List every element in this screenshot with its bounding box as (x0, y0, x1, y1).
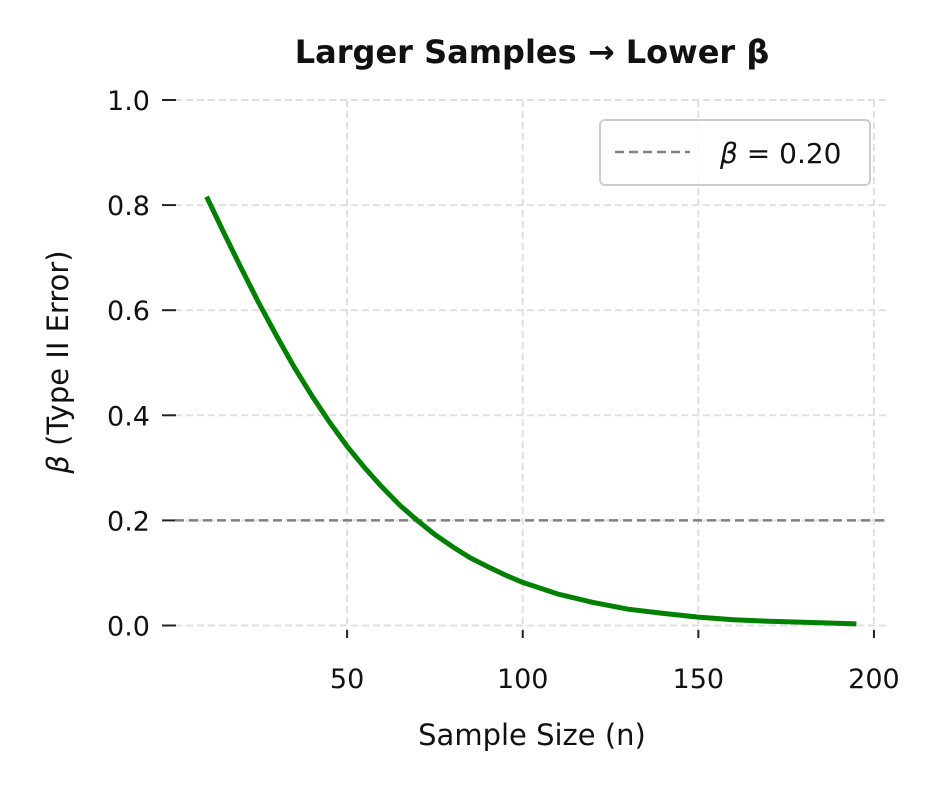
y-tick-label: 0.8 (107, 191, 150, 222)
legend-box (599, 119, 871, 186)
y-axis-label-symbol: β (41, 455, 75, 475)
legend-label-text: = 0.20 (738, 137, 842, 170)
y-tick-label: 0.6 (107, 296, 150, 327)
x-tick-label: 50 (330, 664, 364, 695)
x-axis-label: Sample Size (n) (418, 718, 646, 752)
x-tick-label: 150 (673, 664, 725, 695)
series-line (204, 195, 857, 627)
y-tick-label: 1.0 (107, 86, 150, 117)
y-tick-label: 0.4 (107, 401, 150, 432)
legend: β = 0.20 (599, 119, 871, 186)
y-tick-label: 0.2 (107, 506, 150, 537)
x-tick-label: 200 (848, 664, 900, 695)
y-tick-label: 0.0 (107, 611, 150, 642)
ticks: 50 100 150 200 0.0 0.2 0.4 0.6 0.8 1.0 (107, 86, 900, 695)
y-axis-label: β (Type II Error) (41, 250, 75, 474)
y-axis-label-text: (Type II Error) (41, 250, 75, 455)
x-tick-label: 100 (497, 664, 549, 695)
chart-title: Larger Samples → Lower β (295, 33, 769, 71)
legend-label: β = 0.20 (719, 137, 841, 170)
legend-label-symbol: β (719, 137, 738, 170)
